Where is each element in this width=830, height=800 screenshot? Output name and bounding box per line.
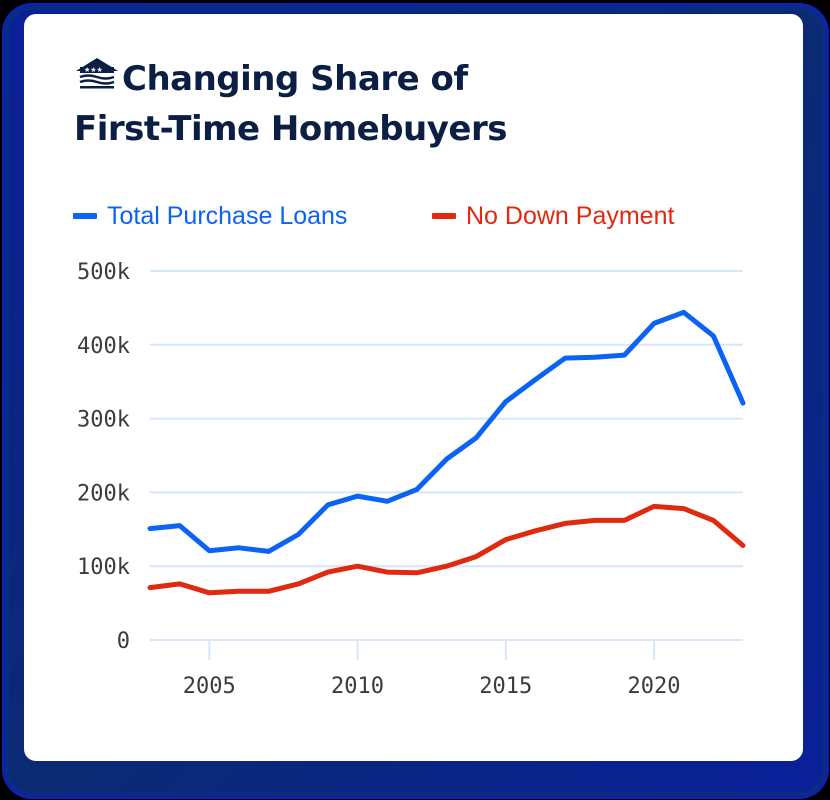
x-tick-label: 2020 xyxy=(628,674,681,699)
y-tick-label: 200k xyxy=(77,481,130,506)
y-axis-labels: 0 100k 200k 300k 400k 500k xyxy=(77,260,130,654)
house-flag-icon: ★★★ xyxy=(76,58,118,89)
legend-label: No Down Payment xyxy=(466,202,675,230)
x-tick-label: 2015 xyxy=(479,674,532,699)
y-tick-label: 400k xyxy=(77,334,130,359)
legend-swatch-blue xyxy=(73,213,97,219)
y-tick-label: 500k xyxy=(77,260,130,285)
series-lines xyxy=(147,309,746,596)
y-tick-label: 0 xyxy=(117,629,130,654)
legend-swatch-red xyxy=(432,213,456,219)
x-axis-labels: 2005 2010 2015 2020 xyxy=(183,674,681,699)
chart-title: Changing Share of First-Time Homebuyers xyxy=(74,54,674,154)
y-tick-label: 100k xyxy=(77,555,130,580)
svg-text:★★★: ★★★ xyxy=(84,66,103,74)
x-tick-label: 2005 xyxy=(183,674,236,699)
y-tick-label: 300k xyxy=(77,408,130,433)
legend-label: Total Purchase Loans xyxy=(107,202,348,230)
title-line-1: Changing Share of xyxy=(122,59,468,99)
series-line-no-down-payment[interactable] xyxy=(147,503,746,596)
title-line-2: First-Time Homebuyers xyxy=(74,109,508,149)
x-tick-label: 2010 xyxy=(331,674,384,699)
gridlines xyxy=(150,270,743,660)
chart-card xyxy=(24,14,803,761)
series-line-total-purchase-loans[interactable] xyxy=(147,309,746,554)
